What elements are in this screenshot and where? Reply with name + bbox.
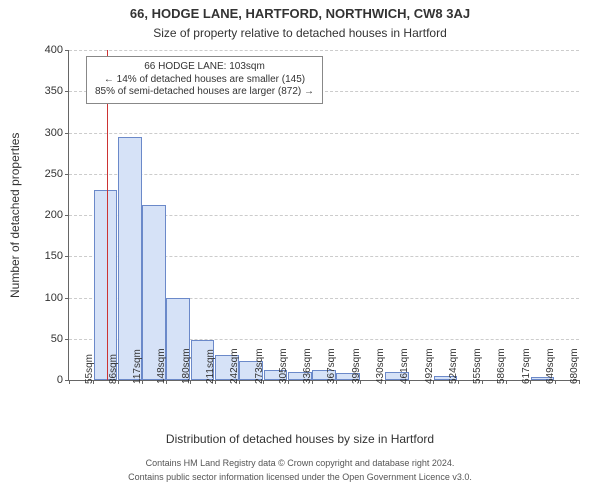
chart-title: 66, HODGE LANE, HARTFORD, NORTHWICH, CW8… (0, 6, 600, 21)
gridline (69, 133, 579, 134)
footer-line-1: Contains HM Land Registry data © Crown c… (0, 458, 600, 468)
ytick-label: 50 (51, 333, 63, 345)
xtick-mark (190, 380, 191, 384)
xtick-label: 461sqm (399, 348, 410, 384)
annotation-line: 66 HODGE LANE: 103sqm (95, 61, 314, 74)
xtick-mark (166, 380, 167, 384)
annotation-line: 85% of semi-detached houses are larger (… (95, 86, 314, 99)
xtick-mark (263, 380, 264, 384)
xtick-mark (215, 380, 216, 384)
bar (118, 137, 142, 380)
footer-line-2: Contains public sector information licen… (0, 472, 600, 482)
ytick-label: 100 (45, 292, 63, 304)
xtick-mark (142, 380, 143, 384)
xtick-mark (555, 380, 556, 384)
ytick-label: 150 (45, 250, 63, 262)
xtick-mark (409, 380, 410, 384)
xtick-mark (385, 380, 386, 384)
ytick-mark (65, 174, 69, 175)
chart-subtitle: Size of property relative to detached ho… (0, 26, 600, 40)
ytick-label: 400 (45, 44, 63, 56)
xtick-label: 524sqm (448, 348, 459, 384)
xtick-mark (69, 380, 70, 384)
ytick-mark (65, 215, 69, 216)
xtick-label: 399sqm (351, 348, 362, 384)
ytick-mark (65, 256, 69, 257)
ytick-label: 0 (57, 374, 63, 386)
xtick-mark (506, 380, 507, 384)
ytick-label: 200 (45, 209, 63, 221)
xtick-mark (482, 380, 483, 384)
page: 66, HODGE LANE, HARTFORD, NORTHWICH, CW8… (0, 0, 600, 500)
xtick-label: 680sqm (569, 348, 580, 384)
gridline (69, 50, 579, 51)
y-axis-label: Number of detached properties (8, 133, 22, 298)
annotation-line: ← 14% of detached houses are smaller (14… (95, 74, 314, 87)
xtick-mark (118, 380, 119, 384)
xtick-label: 586sqm (496, 348, 507, 384)
ytick-label: 250 (45, 168, 63, 180)
ytick-mark (65, 133, 69, 134)
ytick-mark (65, 339, 69, 340)
xtick-mark (93, 380, 94, 384)
xtick-mark (579, 380, 580, 384)
bar (94, 190, 118, 380)
annotation-box: 66 HODGE LANE: 103sqm← 14% of detached h… (86, 56, 323, 104)
gridline (69, 174, 579, 175)
xtick-mark (360, 380, 361, 384)
xtick-label: 555sqm (472, 348, 483, 384)
xtick-mark (239, 380, 240, 384)
ytick-label: 350 (45, 85, 63, 97)
xtick-mark (336, 380, 337, 384)
ytick-mark (65, 91, 69, 92)
ytick-label: 300 (45, 127, 63, 139)
xtick-mark (312, 380, 313, 384)
xtick-label: 649sqm (545, 348, 556, 384)
xtick-mark (433, 380, 434, 384)
xtick-mark (530, 380, 531, 384)
ytick-mark (65, 50, 69, 51)
x-axis-label: Distribution of detached houses by size … (0, 432, 600, 446)
ytick-mark (65, 298, 69, 299)
xtick-mark (288, 380, 289, 384)
xtick-mark (458, 380, 459, 384)
